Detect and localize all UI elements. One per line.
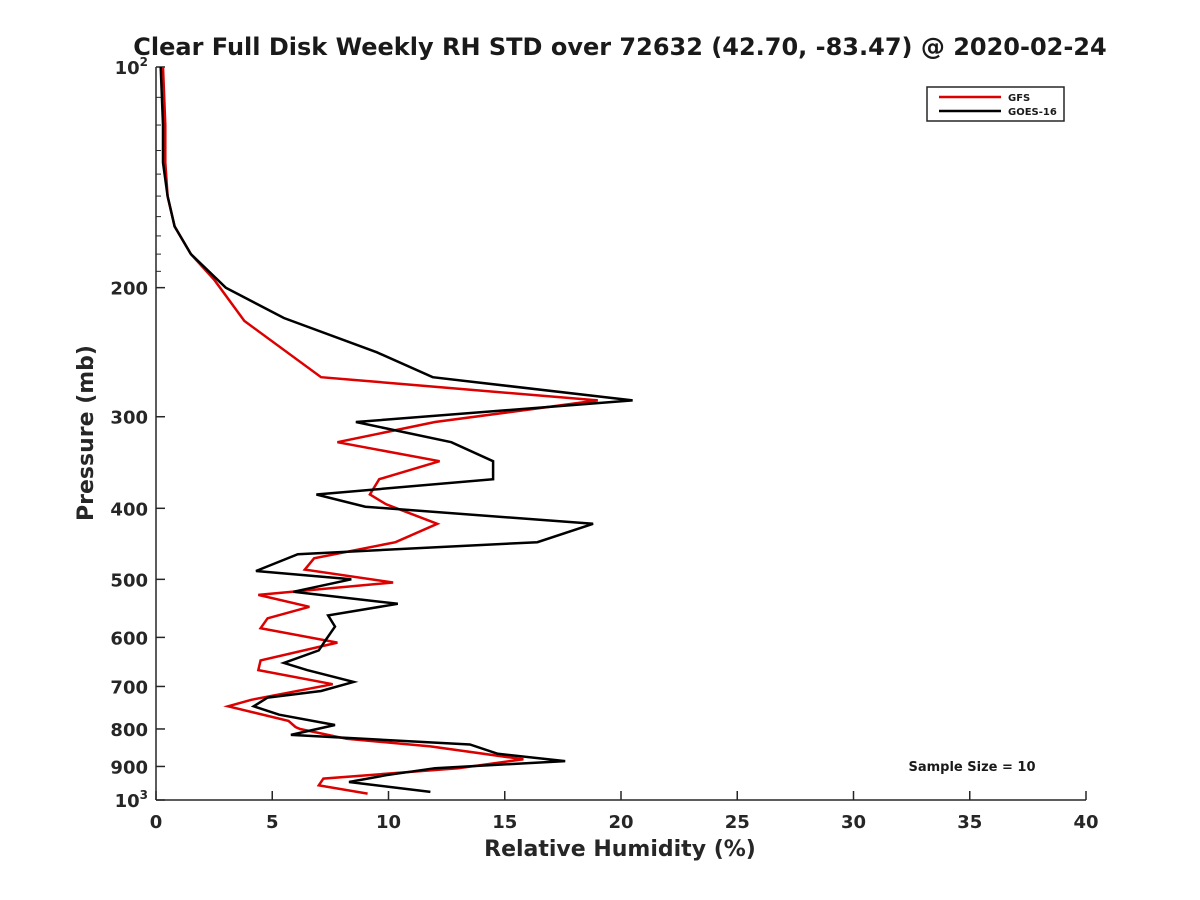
y-tick-label: 700 <box>110 677 148 698</box>
legend: GFS GOES-16 <box>926 86 1065 122</box>
y-tick-label: 600 <box>110 628 148 649</box>
x-tick-label: 15 <box>492 812 517 833</box>
legend-box <box>926 86 1065 122</box>
x-tick-label: 30 <box>841 812 866 833</box>
y-tick-label: 900 <box>110 757 148 778</box>
y-tick-label: 400 <box>110 499 148 520</box>
x-tick-label: 25 <box>725 812 750 833</box>
x-tick-label: 35 <box>957 812 982 833</box>
x-axis-label: Relative Humidity (%) <box>484 837 756 862</box>
y-axis-label: Pressure (mb) <box>74 345 99 521</box>
series-line-gfs <box>161 66 598 795</box>
ticks-layer: 0 5 10 15 20 25 30 35 40 102 200 300 400 500 600 700 800… <box>110 55 1098 833</box>
legend-label: GOES-16 <box>1008 107 1057 118</box>
series-layer <box>159 66 633 795</box>
y-tick-label: 500 <box>110 570 148 591</box>
x-tick-label: 20 <box>608 812 633 833</box>
series-line-goes-16 <box>159 66 633 794</box>
x-tick-label: 0 <box>150 812 163 833</box>
legend-label: GFS <box>1008 93 1030 104</box>
x-tick-label: 5 <box>266 812 279 833</box>
y-tick-label: 102 <box>115 55 148 79</box>
x-tick-label: 40 <box>1073 812 1098 833</box>
y-tick-label: 103 <box>115 788 148 812</box>
chart-title: Clear Full Disk Weekly RH STD over 72632… <box>133 33 1106 61</box>
y-tick-label: 300 <box>110 408 148 429</box>
axes-layer <box>155 67 1086 801</box>
sample-size-annotation: Sample Size = 10 <box>908 760 1035 775</box>
y-tick-label: 200 <box>110 279 148 300</box>
x-tick-label: 10 <box>376 812 401 833</box>
y-tick-label: 800 <box>110 720 148 741</box>
